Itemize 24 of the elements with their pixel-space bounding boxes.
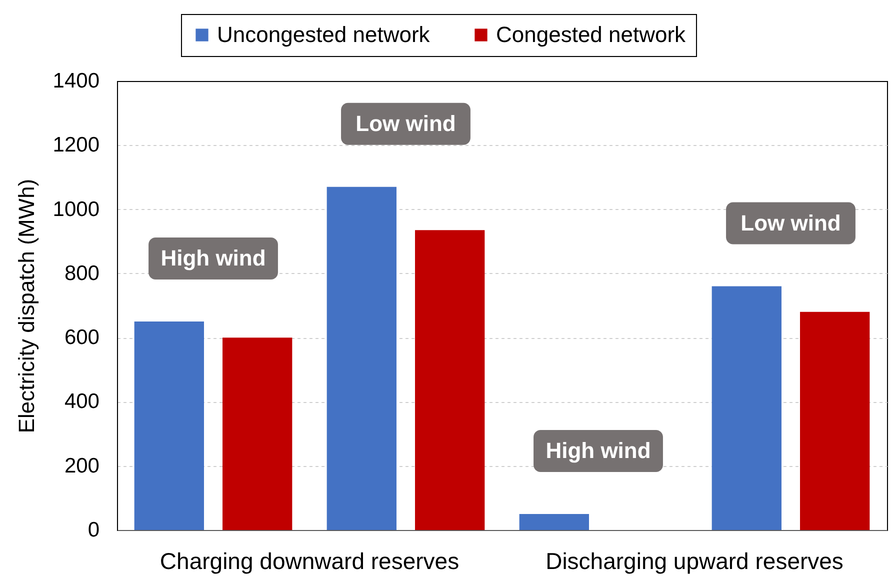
x-tick-label: Low wind: [740, 210, 841, 236]
y-tick-label: 800: [64, 262, 100, 285]
bar: [326, 186, 396, 530]
bar: [800, 312, 870, 530]
bar: [222, 338, 292, 530]
x-tick-label: High wind: [546, 438, 651, 463]
x-tick-label: Low wind: [356, 110, 456, 136]
bar: [519, 514, 589, 530]
bar: [415, 230, 485, 530]
text: Discharging upward reserves: [546, 548, 844, 574]
y-tick-label: 200: [64, 454, 100, 478]
y-tick-label: 1000: [52, 198, 100, 221]
bar: [712, 286, 782, 530]
x-tick-label: High wind: [160, 246, 266, 271]
text: Charging downward reserves: [160, 548, 460, 574]
y-tick-label: 1400: [52, 70, 100, 92]
y-tick-label: 0: [88, 518, 100, 542]
y-axis-title: Electricity dispatch (MWh): [14, 178, 39, 434]
y-tick-label: 1200: [52, 134, 100, 157]
y-tick-label: 400: [64, 390, 100, 414]
legend-label: Uncongested network: [217, 22, 431, 47]
bar: [134, 322, 204, 530]
y-tick-label: 600: [64, 326, 100, 350]
legend-label: Congested network: [496, 22, 687, 47]
